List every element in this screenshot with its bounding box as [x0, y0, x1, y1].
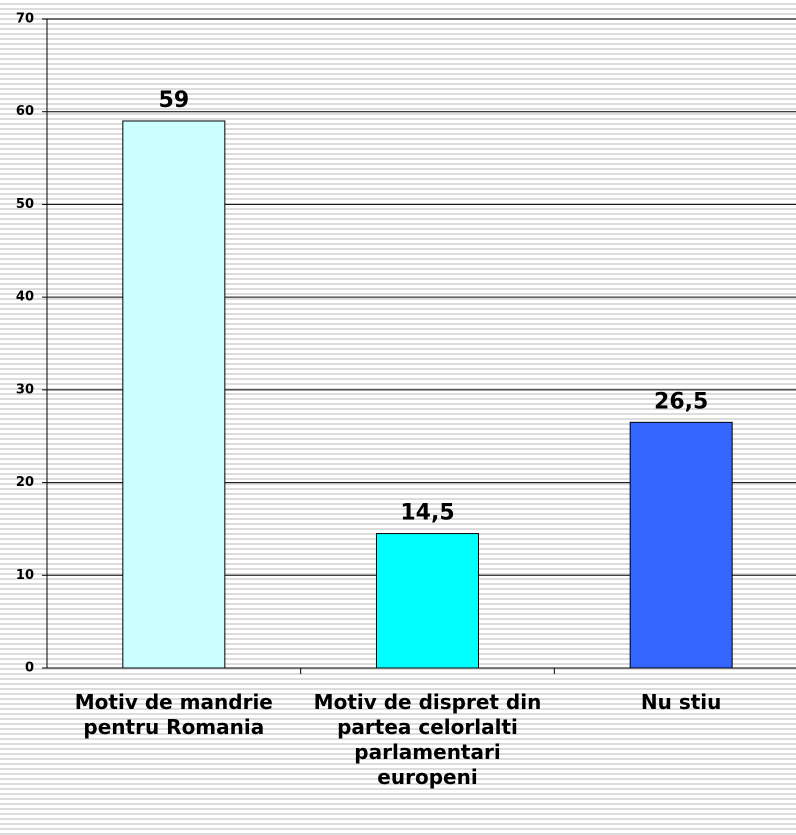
y-tick-label: 10 [16, 568, 34, 583]
y-tick-label: 50 [16, 197, 34, 212]
y-tick-label: 40 [16, 290, 34, 305]
value-label: 59 [159, 88, 190, 113]
x-tick-label: Nu stiu [640, 690, 722, 714]
x-tick-label: Motiv de mandrie pentru Romania [74, 690, 273, 739]
y-tick-label: 70 [16, 12, 34, 27]
value-label: 14,5 [400, 501, 454, 526]
bar [122, 120, 226, 669]
y-tick-label: 60 [16, 104, 34, 119]
y-tick-label: 30 [16, 382, 34, 397]
value-label: 26,5 [654, 389, 708, 414]
y-tick-label: 0 [25, 661, 34, 676]
bar [629, 421, 733, 669]
x-tick-label: Motiv de dispret din partea celorlalti p… [313, 690, 542, 789]
bar [376, 533, 479, 669]
y-tick-label: 20 [16, 475, 34, 490]
